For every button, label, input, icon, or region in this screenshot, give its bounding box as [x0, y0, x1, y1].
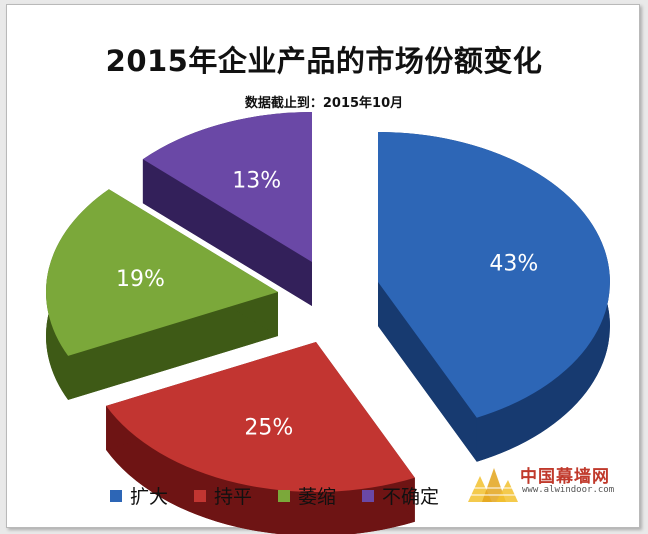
legend-label-uncertain: 不确定 [382, 486, 440, 508]
chart-title: 2015年企业产品的市场份额变化 [105, 44, 543, 78]
legend-swatch-expand [110, 489, 122, 502]
legend-item-shrink: 萎缩 [278, 482, 336, 509]
legend-swatch-flat [194, 489, 207, 502]
legend-label-shrink: 萎缩 [298, 486, 337, 508]
pie-label-shrink: 19% [116, 267, 165, 292]
building-logo-icon [468, 468, 518, 502]
pie-slice-uncertain [142, 112, 312, 262]
pie-slice-flat [106, 342, 415, 492]
legend-item-expand: 扩大 [110, 482, 168, 509]
pie-slice-wall-flat [106, 405, 415, 534]
pie-label-expand: 43% [489, 251, 538, 276]
legend-swatch-uncertain [362, 489, 375, 502]
watermark-url: www.alwindoor.com [522, 485, 615, 495]
pie-label-flat: 25% [244, 416, 293, 441]
legend-item-uncertain: 不确定 [362, 482, 439, 509]
watermark-logo: 中国幕墙网 www.alwindoor.com [464, 458, 634, 506]
pie-slice-edge-uncertain [142, 159, 312, 306]
chart-subtitle: 数据截止到：2015年10月 [244, 96, 404, 111]
legend-label-flat: 持平 [214, 486, 253, 508]
legend-item-flat: 持平 [194, 482, 252, 509]
pie-slice-edge2-expand [378, 282, 477, 462]
pie-slice-edge-shrink [68, 292, 278, 400]
watermark-name: 中国幕墙网 [520, 467, 610, 487]
legend-label-expand: 扩大 [130, 486, 169, 508]
pie-label-uncertain: 13% [232, 168, 281, 193]
legend-swatch-shrink [278, 489, 291, 502]
pie-slice-expand [378, 132, 610, 418]
pie-slice-shrink [45, 189, 278, 356]
legend: 扩大 持平 萎缩 不确定 [110, 482, 439, 509]
